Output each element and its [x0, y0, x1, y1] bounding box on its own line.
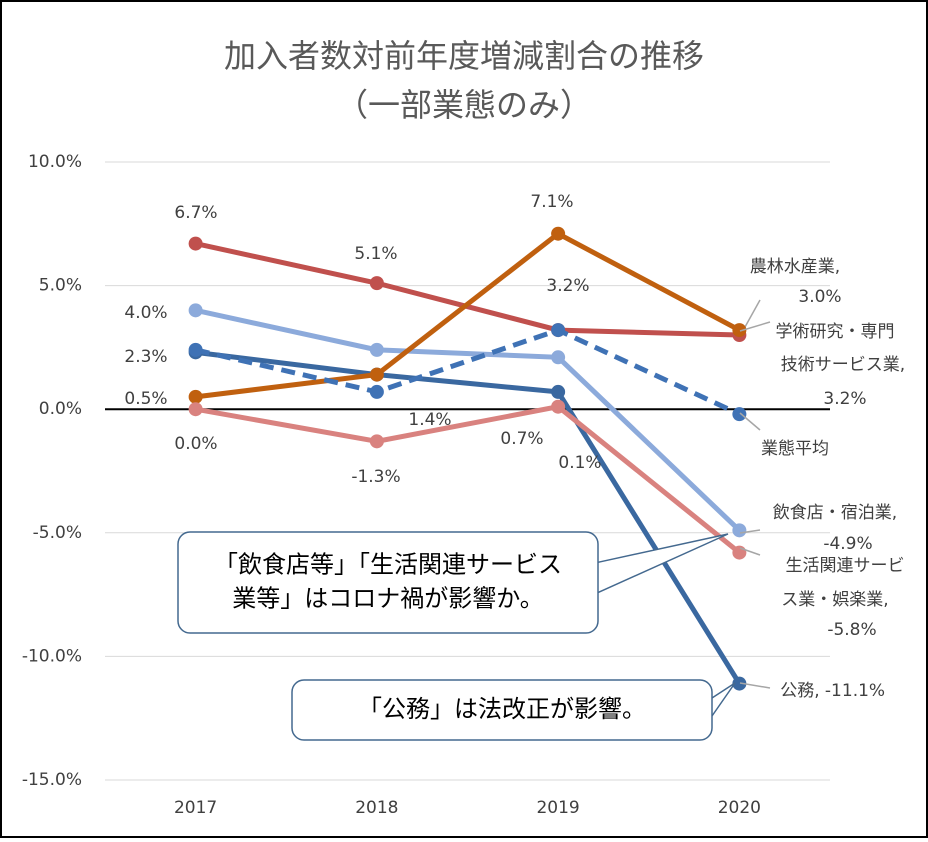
series-label: 技術サービス業,: [781, 355, 905, 375]
y-tick-label: -15.0%: [22, 770, 82, 790]
x-tick-label: 2017: [174, 798, 217, 818]
line: [195, 404, 741, 555]
point: [188, 236, 203, 251]
annotation: 業等」はコロナ禍が影響か。: [232, 585, 544, 613]
point: [369, 276, 384, 291]
series-label: 飲食店・宿泊業,: [773, 503, 897, 523]
line: [195, 230, 741, 400]
leader-line: [739, 682, 771, 689]
point: [732, 676, 747, 691]
data-label: 7.1%: [530, 192, 573, 212]
data-label: 0.5%: [124, 389, 167, 409]
line: [195, 349, 742, 685]
callout-pointer: [711, 682, 736, 717]
point: [369, 367, 384, 382]
leader-line: [739, 412, 761, 431]
y-tick-label: 10.0%: [28, 152, 82, 172]
point: [551, 399, 566, 414]
annotation: 「飲食店等」「生活関連サービス: [214, 551, 562, 579]
point: [188, 303, 203, 318]
point: [188, 342, 203, 357]
annotation: 「公務」は法改正が影響。: [358, 695, 646, 723]
data-label: 2.3%: [124, 347, 167, 367]
point: [188, 402, 203, 417]
data-label: 0.0%: [174, 434, 217, 454]
x-tick-label: 2020: [718, 798, 761, 818]
point: [369, 434, 384, 449]
y-tick-label: -10.0%: [22, 646, 82, 666]
point: [732, 545, 747, 560]
y-tick-label: 0.0%: [39, 399, 82, 419]
y-tick-label: -5.0%: [33, 523, 82, 543]
chart-subtitle: （一部業態のみ）: [336, 86, 592, 124]
point: [188, 389, 203, 404]
leader-line: [739, 547, 761, 556]
y-tick-label: 5.0%: [39, 276, 82, 296]
data-label: 6.7%: [174, 203, 217, 223]
point: [732, 407, 747, 422]
x-tick-label: 2019: [536, 798, 579, 818]
data-label: -1.3%: [351, 467, 400, 487]
point: [732, 523, 747, 538]
series-label: 学術研究・専門: [776, 322, 895, 342]
data-label: 0.7%: [500, 429, 543, 449]
data-label: -11.1%: [825, 681, 885, 701]
series-label: 業態平均: [761, 439, 829, 459]
data-label: -4.9%: [823, 534, 872, 554]
chart-title: 加入者数対前年度増減割合の推移: [224, 37, 704, 75]
data-label: 4.0%: [124, 303, 167, 323]
data-label: 3.2%: [823, 389, 866, 409]
point: [369, 384, 384, 399]
x-tick-label: 2018: [355, 798, 398, 818]
data-label: 3.0%: [798, 287, 841, 307]
data-label: 0.1%: [558, 453, 601, 473]
series-label: 農林水産業,: [750, 257, 840, 277]
point: [551, 323, 566, 338]
leader-line: [739, 529, 761, 534]
series-label: 公務,: [780, 681, 819, 701]
line: [195, 327, 741, 417]
point: [551, 384, 566, 399]
point: [551, 350, 566, 365]
point: [551, 226, 566, 241]
data-label: 1.4%: [408, 410, 451, 430]
callout-pointer: [597, 533, 729, 594]
series-label: ス業・娯楽業,: [781, 590, 888, 610]
series-label: 生活関連サービ: [786, 556, 905, 576]
data-label: 5.1%: [354, 244, 397, 264]
data-label: -5.8%: [827, 620, 876, 640]
point: [369, 342, 384, 357]
point: [732, 323, 747, 338]
callout-box: [177, 531, 599, 634]
line: [195, 307, 742, 533]
callout-box: [291, 679, 713, 741]
leader-line: [739, 321, 771, 332]
data-label: 3.2%: [546, 276, 589, 296]
